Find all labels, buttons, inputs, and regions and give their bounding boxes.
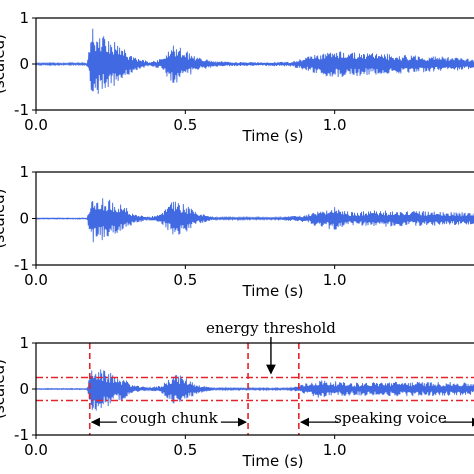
threshold-label: energy threshold xyxy=(206,319,336,337)
y-tick-label: 0 xyxy=(19,55,29,73)
x-tick-label: 0.5 xyxy=(173,116,197,134)
x-tick-label: 0.5 xyxy=(173,441,197,459)
annotation-bg xyxy=(338,407,443,428)
x-tick-label: 0.5 xyxy=(173,271,197,289)
y-tick-label: 1 xyxy=(19,334,29,352)
panel-2: -1 0 1 0.0 0.5 1.0 Time (s) (scaled) xyxy=(0,163,474,300)
waveform-series xyxy=(36,369,474,411)
y-axis-label: (scaled) xyxy=(0,34,8,94)
y-tick-label: -1 xyxy=(14,426,29,444)
panel-3: cough chunk speaking voice energy threshol… xyxy=(0,319,474,470)
y-tick-label: -1 xyxy=(14,101,29,119)
y-tick-label: 1 xyxy=(19,163,29,181)
x-tick-label: 1.0 xyxy=(323,441,347,459)
panel-1: -1 0 1 0.0 0.5 1.0 Time (s) (scaled) xyxy=(0,9,474,145)
x-tick-label: 1.0 xyxy=(323,271,347,289)
x-tick-label: 1.0 xyxy=(323,116,347,134)
y-axis-label: (scaled) xyxy=(0,359,8,419)
x-tick-label: 0.0 xyxy=(24,116,48,134)
y-tick-label: 0 xyxy=(19,380,29,398)
x-tick-label: 0.0 xyxy=(24,441,48,459)
x-axis-label: Time (s) xyxy=(242,127,304,145)
waveform-series xyxy=(36,198,474,243)
x-axis-label: Time (s) xyxy=(242,282,304,300)
y-tick-label: -1 xyxy=(14,256,29,274)
x-axis-label: Time (s) xyxy=(242,452,304,470)
y-tick-label: 0 xyxy=(19,210,29,228)
y-axis-label: (scaled) xyxy=(0,189,8,249)
x-tick-label: 0.0 xyxy=(24,271,48,289)
y-tick-label: 1 xyxy=(19,9,29,27)
waveform-series xyxy=(36,28,474,94)
annotation-label-1: cough chunk xyxy=(120,409,219,427)
annotation-label-2: speaking voice xyxy=(334,409,447,427)
annotation-bg xyxy=(116,407,221,428)
